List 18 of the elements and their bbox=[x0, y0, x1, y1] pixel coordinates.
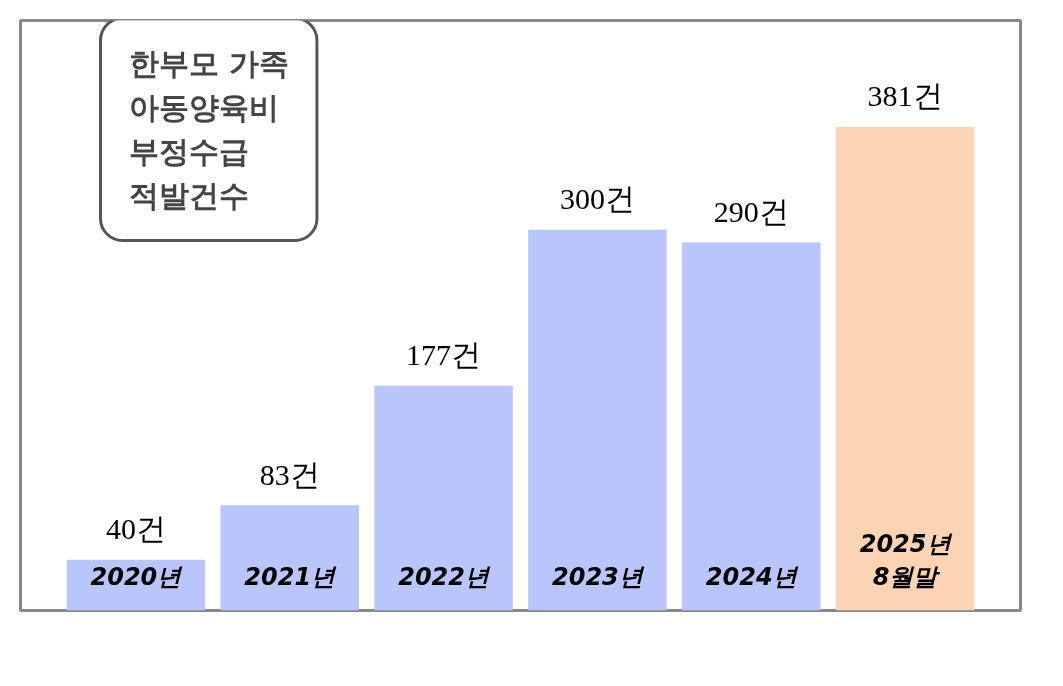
bar bbox=[220, 505, 359, 611]
x-tick-label: 2024년 bbox=[705, 563, 799, 592]
bar bbox=[835, 126, 975, 611]
bar bbox=[528, 229, 667, 611]
data-label: 290건 bbox=[713, 194, 789, 228]
chart-title: 한부모 가족 아동양육비 부정수급 적발건수 bbox=[128, 46, 289, 213]
data-label: 381건 bbox=[867, 79, 943, 113]
data-label: 300건 bbox=[559, 182, 635, 216]
bar bbox=[374, 385, 513, 611]
bar bbox=[682, 242, 821, 611]
x-tick-label: 2020년 bbox=[90, 563, 184, 592]
x-tick-label: 2023년 bbox=[552, 563, 645, 592]
x-tick-label: 2021년 bbox=[244, 563, 338, 592]
x-tick-label: 2025년 8월말 bbox=[859, 529, 953, 592]
data-label: 83건 bbox=[259, 457, 320, 491]
data-label: 177건 bbox=[406, 338, 482, 372]
x-tick-label: 2022년 bbox=[398, 563, 491, 592]
data-label: 40건 bbox=[105, 512, 166, 546]
